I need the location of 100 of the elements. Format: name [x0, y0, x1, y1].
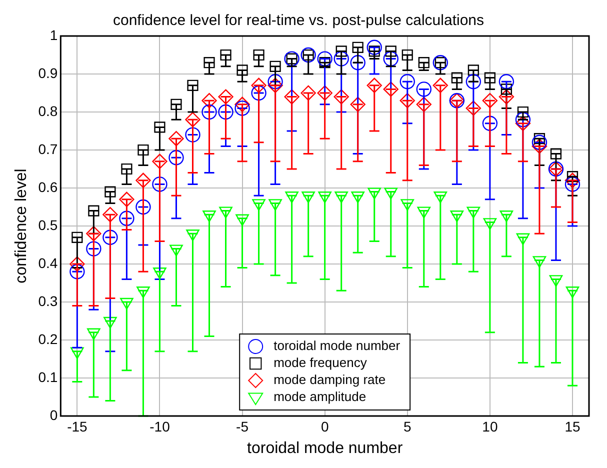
x-tick-label: 10	[482, 418, 498, 434]
point	[302, 192, 315, 204]
point	[550, 148, 562, 160]
y-tick-label: 0	[50, 406, 58, 423]
point	[416, 82, 432, 97]
point	[136, 172, 151, 188]
point	[87, 328, 100, 340]
point	[152, 154, 168, 169]
y-axis-title: confidence level	[13, 168, 30, 284]
legend-label: toroidal mode number	[274, 338, 401, 354]
point	[483, 218, 497, 230]
point	[566, 286, 580, 298]
point	[418, 57, 430, 68]
point	[466, 100, 482, 116]
point	[202, 210, 216, 222]
point	[202, 104, 217, 120]
point	[72, 232, 83, 243]
point	[383, 82, 398, 97]
point	[120, 298, 134, 310]
point	[366, 78, 382, 93]
point	[219, 206, 232, 218]
point	[482, 93, 498, 108]
y-tick-label: 0.2	[38, 330, 58, 347]
point	[168, 131, 184, 146]
point	[434, 192, 448, 204]
chart-title: confidence level for real-time vs. post-pulse calculations	[112, 12, 484, 30]
point	[104, 316, 117, 329]
point	[220, 49, 232, 61]
point	[86, 241, 102, 256]
point	[482, 116, 498, 131]
point	[549, 275, 563, 287]
point	[416, 96, 432, 112]
point	[317, 51, 332, 66]
point	[500, 210, 514, 222]
point	[234, 100, 250, 116]
point	[384, 188, 398, 200]
point	[500, 84, 512, 95]
point	[202, 93, 217, 108]
point	[532, 134, 548, 150]
legend-label: mode amplitude	[274, 389, 366, 404]
point	[86, 226, 102, 242]
point	[218, 89, 234, 104]
x-tick-label: 0	[320, 418, 329, 434]
legend-label: mode damping rate	[274, 372, 386, 388]
point	[270, 60, 281, 72]
x-tick-label: -5	[236, 418, 249, 434]
point	[185, 112, 200, 128]
point	[498, 89, 514, 104]
point	[432, 78, 448, 93]
point	[251, 78, 266, 93]
point	[104, 186, 116, 198]
point	[350, 96, 366, 112]
point	[317, 85, 332, 101]
point	[138, 144, 149, 156]
point	[564, 176, 580, 192]
point	[268, 74, 283, 90]
point	[368, 188, 382, 200]
point	[268, 199, 282, 211]
point	[532, 256, 546, 268]
point	[400, 74, 415, 90]
point	[187, 80, 198, 91]
point	[204, 57, 215, 68]
point	[186, 230, 200, 242]
point	[350, 55, 366, 70]
point	[154, 122, 166, 133]
point	[152, 176, 168, 192]
point	[484, 72, 496, 84]
point	[516, 233, 530, 245]
y-tick-label: 0.5	[38, 216, 58, 233]
point	[385, 46, 396, 57]
point	[136, 286, 150, 298]
point	[402, 49, 413, 61]
y-tick-label: 0.7	[38, 140, 58, 157]
point	[218, 104, 234, 120]
point	[351, 192, 365, 204]
y-tick-label: 0.1	[38, 368, 58, 385]
legend-label: mode frequency	[274, 355, 368, 370]
point	[70, 264, 85, 280]
point	[334, 89, 349, 104]
point	[252, 199, 266, 211]
point	[102, 207, 118, 222]
point	[515, 112, 531, 128]
point	[334, 51, 349, 66]
point	[564, 172, 580, 188]
x-tick-label: 5	[403, 418, 412, 434]
point	[153, 268, 166, 280]
point	[468, 64, 479, 76]
point	[400, 93, 415, 108]
point	[168, 150, 184, 166]
point	[119, 210, 134, 226]
x-tick-label: -15	[67, 418, 88, 434]
point	[334, 192, 348, 204]
point	[268, 78, 283, 93]
point	[136, 199, 151, 215]
point	[498, 74, 514, 90]
y-tick-label: 1	[50, 26, 58, 43]
point	[466, 74, 482, 90]
point	[119, 192, 134, 207]
point	[170, 244, 183, 256]
point	[234, 96, 250, 112]
